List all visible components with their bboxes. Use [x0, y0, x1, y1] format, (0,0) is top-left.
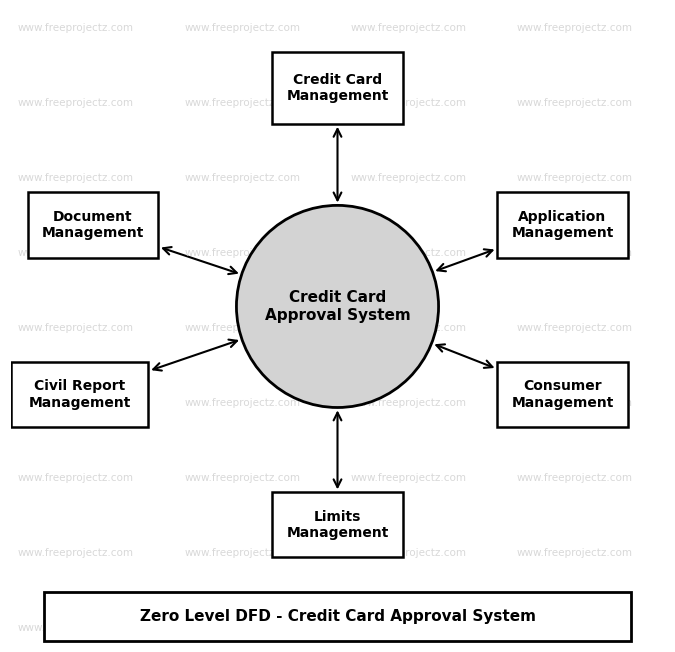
Text: Application
Management: Application Management	[511, 210, 614, 240]
Text: www.freeprojectz.com: www.freeprojectz.com	[184, 248, 300, 258]
Text: www.freeprojectz.com: www.freeprojectz.com	[18, 173, 134, 183]
Text: Credit Card
Approval System: Credit Card Approval System	[265, 290, 410, 323]
Text: www.freeprojectz.com: www.freeprojectz.com	[18, 23, 134, 33]
Text: www.freeprojectz.com: www.freeprojectz.com	[18, 248, 134, 258]
Text: Credit Card
Management: Credit Card Management	[286, 73, 389, 103]
Text: www.freeprojectz.com: www.freeprojectz.com	[184, 623, 300, 632]
Text: www.freeprojectz.com: www.freeprojectz.com	[517, 473, 632, 482]
Text: www.freeprojectz.com: www.freeprojectz.com	[350, 23, 466, 33]
Text: www.freeprojectz.com: www.freeprojectz.com	[350, 398, 466, 408]
Bar	[497, 192, 628, 258]
Text: www.freeprojectz.com: www.freeprojectz.com	[350, 623, 466, 632]
Text: www.freeprojectz.com: www.freeprojectz.com	[517, 398, 632, 408]
Bar	[497, 362, 628, 427]
Text: www.freeprojectz.com: www.freeprojectz.com	[350, 473, 466, 482]
Text: www.freeprojectz.com: www.freeprojectz.com	[18, 398, 134, 408]
Text: www.freeprojectz.com: www.freeprojectz.com	[18, 323, 134, 333]
Text: www.freeprojectz.com: www.freeprojectz.com	[184, 23, 300, 33]
Text: www.freeprojectz.com: www.freeprojectz.com	[350, 248, 466, 258]
Text: www.freeprojectz.com: www.freeprojectz.com	[184, 548, 300, 557]
Text: www.freeprojectz.com: www.freeprojectz.com	[184, 323, 300, 333]
Bar	[272, 52, 403, 124]
Text: www.freeprojectz.com: www.freeprojectz.com	[517, 623, 632, 632]
Bar	[11, 362, 148, 427]
Text: www.freeprojectz.com: www.freeprojectz.com	[184, 173, 300, 183]
Bar	[28, 192, 158, 258]
Text: www.freeprojectz.com: www.freeprojectz.com	[18, 98, 134, 108]
Text: www.freeprojectz.com: www.freeprojectz.com	[184, 98, 300, 108]
Text: www.freeprojectz.com: www.freeprojectz.com	[350, 173, 466, 183]
Text: www.freeprojectz.com: www.freeprojectz.com	[350, 98, 466, 108]
Text: Document
Management: Document Management	[42, 210, 144, 240]
Text: www.freeprojectz.com: www.freeprojectz.com	[517, 248, 632, 258]
Text: www.freeprojectz.com: www.freeprojectz.com	[18, 473, 134, 482]
Text: www.freeprojectz.com: www.freeprojectz.com	[350, 548, 466, 557]
Text: www.freeprojectz.com: www.freeprojectz.com	[517, 323, 632, 333]
Text: www.freeprojectz.com: www.freeprojectz.com	[184, 473, 300, 482]
Text: www.freeprojectz.com: www.freeprojectz.com	[517, 98, 632, 108]
Text: www.freeprojectz.com: www.freeprojectz.com	[350, 323, 466, 333]
Text: www.freeprojectz.com: www.freeprojectz.com	[517, 173, 632, 183]
Text: www.freeprojectz.com: www.freeprojectz.com	[184, 398, 300, 408]
Text: Civil Report
Management: Civil Report Management	[29, 379, 131, 409]
Text: www.freeprojectz.com: www.freeprojectz.com	[517, 548, 632, 557]
Text: Limits
Management: Limits Management	[286, 510, 389, 540]
Bar	[44, 592, 631, 640]
Bar	[272, 492, 403, 557]
Text: www.freeprojectz.com: www.freeprojectz.com	[18, 623, 134, 632]
Text: Consumer
Management: Consumer Management	[511, 379, 614, 409]
Text: Zero Level DFD - Credit Card Approval System: Zero Level DFD - Credit Card Approval Sy…	[140, 608, 535, 624]
Text: www.freeprojectz.com: www.freeprojectz.com	[517, 23, 632, 33]
Text: www.freeprojectz.com: www.freeprojectz.com	[18, 548, 134, 557]
Circle shape	[236, 205, 439, 408]
